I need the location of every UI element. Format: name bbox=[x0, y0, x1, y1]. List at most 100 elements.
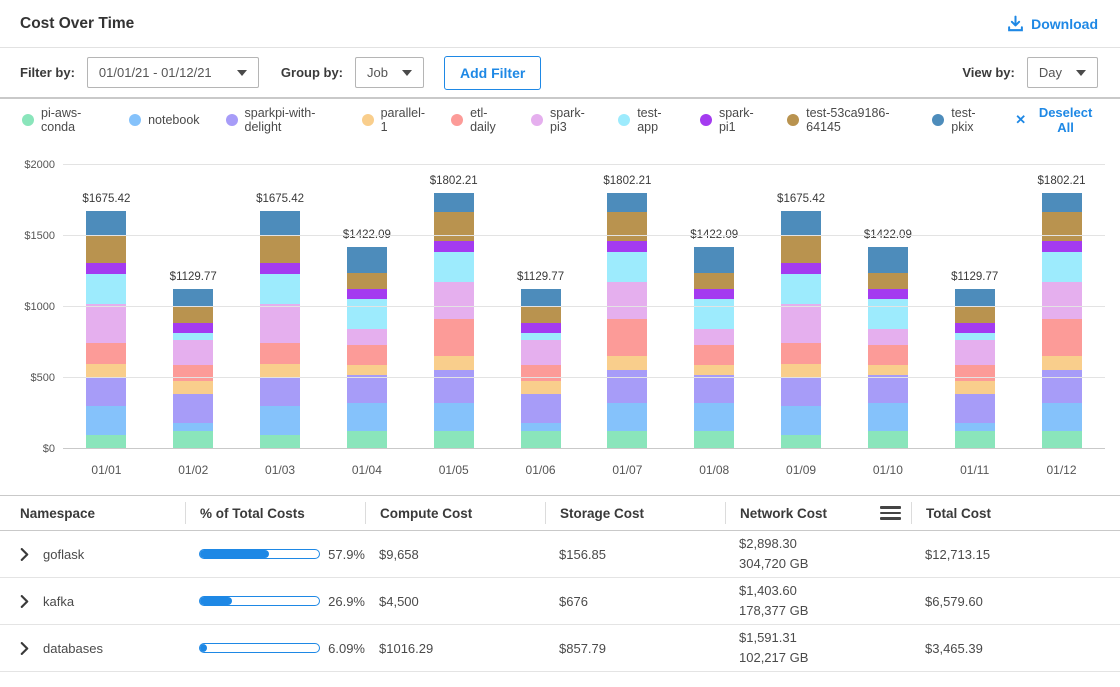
bar-segment-spark-pi3[interactable] bbox=[694, 329, 735, 346]
bar-segment-test-53ca9186-64145[interactable] bbox=[867, 273, 908, 290]
bar-segment-parallel-1[interactable] bbox=[954, 380, 995, 395]
bar-segment-pi-aws-conda[interactable] bbox=[260, 434, 301, 449]
bar-segment-notebook[interactable] bbox=[520, 422, 561, 431]
chevron-right-icon[interactable] bbox=[20, 547, 29, 561]
bar-segment-test-53ca9186-64145[interactable] bbox=[694, 273, 735, 290]
bar-segment-test-app[interactable] bbox=[173, 333, 214, 341]
deselect-all-button[interactable]: ✕ Deselect All bbox=[1015, 105, 1098, 135]
bar-segment-test-53ca9186-64145[interactable] bbox=[86, 234, 127, 263]
bar-segment-sparkpi-with-delight[interactable] bbox=[520, 394, 561, 423]
col-header-compute[interactable]: Compute Cost bbox=[365, 502, 545, 524]
bar-segment-spark-pi3[interactable] bbox=[260, 303, 301, 343]
bar-segment-etl-daily[interactable] bbox=[694, 345, 735, 366]
bar-segment-spark-pi3[interactable] bbox=[781, 303, 822, 343]
col-header-percent[interactable]: % of Total Costs bbox=[185, 502, 365, 524]
bar-segment-sparkpi-with-delight[interactable] bbox=[607, 370, 648, 403]
bar-01/03[interactable]: $1675.42 bbox=[256, 193, 304, 449]
namespace-cell[interactable]: goflask bbox=[0, 547, 185, 562]
bar-segment-etl-daily[interactable] bbox=[867, 345, 908, 366]
bar-segment-sparkpi-with-delight[interactable] bbox=[173, 394, 214, 423]
bar-segment-parallel-1[interactable] bbox=[694, 365, 735, 376]
view-by-select[interactable]: Day bbox=[1026, 57, 1098, 88]
bar-segment-test-pkix[interactable] bbox=[1041, 193, 1082, 213]
bar-segment-test-app[interactable] bbox=[607, 251, 648, 283]
bar-segment-pi-aws-conda[interactable] bbox=[867, 431, 908, 449]
bar-segment-etl-daily[interactable] bbox=[260, 342, 301, 364]
bar-segment-etl-daily[interactable] bbox=[954, 364, 995, 381]
bar-segment-notebook[interactable] bbox=[954, 422, 995, 431]
bar-segment-sparkpi-with-delight[interactable] bbox=[867, 375, 908, 403]
bar-segment-test-pkix[interactable] bbox=[954, 288, 995, 306]
bar-segment-test-pkix[interactable] bbox=[260, 211, 301, 235]
bar-segment-test-53ca9186-64145[interactable] bbox=[520, 305, 561, 324]
bar-segment-spark-pi1[interactable] bbox=[867, 289, 908, 300]
col-header-storage[interactable]: Storage Cost bbox=[545, 502, 725, 524]
bar-segment-spark-pi3[interactable] bbox=[867, 329, 908, 346]
add-filter-button[interactable]: Add Filter bbox=[443, 55, 542, 90]
namespace-cell[interactable]: databases bbox=[0, 641, 185, 656]
bar-segment-spark-pi1[interactable] bbox=[260, 262, 301, 274]
bar-segment-spark-pi1[interactable] bbox=[954, 323, 995, 334]
bar-segment-pi-aws-conda[interactable] bbox=[607, 431, 648, 449]
bar-segment-notebook[interactable] bbox=[867, 402, 908, 432]
bar-segment-spark-pi3[interactable] bbox=[520, 340, 561, 365]
bar-segment-spark-pi1[interactable] bbox=[1041, 241, 1082, 252]
bar-01/09[interactable]: $1675.42 bbox=[777, 193, 825, 449]
bar-segment-test-app[interactable] bbox=[520, 333, 561, 341]
bar-segment-test-app[interactable] bbox=[954, 333, 995, 341]
bar-segment-test-pkix[interactable] bbox=[607, 193, 648, 213]
bar-segment-notebook[interactable] bbox=[433, 402, 474, 432]
bar-segment-pi-aws-conda[interactable] bbox=[433, 431, 474, 449]
bar-01/04[interactable]: $1422.09 bbox=[343, 229, 391, 449]
bar-segment-test-app[interactable] bbox=[86, 273, 127, 304]
bar-segment-spark-pi3[interactable] bbox=[346, 329, 387, 346]
legend-item-sparkpi-with-delight[interactable]: sparkpi-with-delight bbox=[225, 106, 336, 134]
bar-segment-test-pkix[interactable] bbox=[86, 211, 127, 235]
bar-segment-test-53ca9186-64145[interactable] bbox=[260, 234, 301, 263]
chevron-right-icon[interactable] bbox=[20, 641, 29, 655]
bar-01/11[interactable]: $1129.77 bbox=[951, 271, 998, 449]
bar-segment-spark-pi3[interactable] bbox=[607, 282, 648, 320]
bar-segment-notebook[interactable] bbox=[694, 402, 735, 432]
bar-segment-test-app[interactable] bbox=[781, 273, 822, 304]
table-row-kafka[interactable]: kafka 26.9% $4,500 $676 $1,403.60 178,377 GB $… bbox=[0, 578, 1120, 625]
bar-segment-spark-pi3[interactable] bbox=[1041, 282, 1082, 320]
bar-segment-sparkpi-with-delight[interactable] bbox=[433, 370, 474, 403]
bar-segment-sparkpi-with-delight[interactable] bbox=[781, 376, 822, 407]
column-menu-icon[interactable] bbox=[880, 506, 901, 520]
bar-01/06[interactable]: $1129.77 bbox=[517, 271, 564, 449]
bar-segment-test-53ca9186-64145[interactable] bbox=[781, 234, 822, 263]
bar-segment-etl-daily[interactable] bbox=[1041, 319, 1082, 357]
bar-segment-sparkpi-with-delight[interactable] bbox=[954, 394, 995, 423]
bar-segment-test-pkix[interactable] bbox=[173, 288, 214, 306]
col-header-namespace[interactable]: Namespace bbox=[20, 505, 96, 521]
bar-segment-spark-pi1[interactable] bbox=[607, 241, 648, 252]
bar-segment-pi-aws-conda[interactable] bbox=[694, 431, 735, 449]
bar-segment-spark-pi3[interactable] bbox=[173, 340, 214, 365]
table-row-goflask[interactable]: goflask 57.9% $9,658 $156.85 $2,898.30 304,72… bbox=[0, 531, 1120, 578]
bar-segment-notebook[interactable] bbox=[1041, 402, 1082, 432]
legend-item-pi-aws-conda[interactable]: pi-aws-conda bbox=[22, 106, 103, 134]
bar-segment-test-app[interactable] bbox=[1041, 251, 1082, 283]
group-by-select[interactable]: Job bbox=[355, 57, 424, 88]
download-button[interactable]: Download bbox=[1007, 15, 1098, 32]
legend-item-etl-daily[interactable]: etl-daily bbox=[451, 106, 505, 134]
bar-segment-pi-aws-conda[interactable] bbox=[781, 434, 822, 449]
bar-segment-spark-pi1[interactable] bbox=[781, 262, 822, 274]
bar-segment-spark-pi1[interactable] bbox=[520, 323, 561, 334]
bar-segment-notebook[interactable] bbox=[173, 422, 214, 431]
bar-segment-spark-pi1[interactable] bbox=[694, 289, 735, 300]
bar-segment-etl-daily[interactable] bbox=[607, 319, 648, 357]
bar-segment-test-app[interactable] bbox=[694, 299, 735, 330]
bar-segment-test-pkix[interactable] bbox=[433, 193, 474, 213]
legend-item-spark-pi1[interactable]: spark-pi1 bbox=[699, 106, 761, 134]
bar-segment-pi-aws-conda[interactable] bbox=[346, 431, 387, 449]
bar-segment-notebook[interactable] bbox=[346, 402, 387, 432]
legend-item-test-app[interactable]: test-app bbox=[618, 106, 674, 134]
bar-segment-test-app[interactable] bbox=[867, 299, 908, 330]
legend-item-parallel-1[interactable]: parallel-1 bbox=[361, 106, 425, 134]
bar-01/12[interactable]: $1802.21 bbox=[1038, 175, 1086, 449]
bar-segment-parallel-1[interactable] bbox=[86, 363, 127, 377]
bar-segment-etl-daily[interactable] bbox=[86, 342, 127, 364]
bar-segment-notebook[interactable] bbox=[86, 406, 127, 435]
